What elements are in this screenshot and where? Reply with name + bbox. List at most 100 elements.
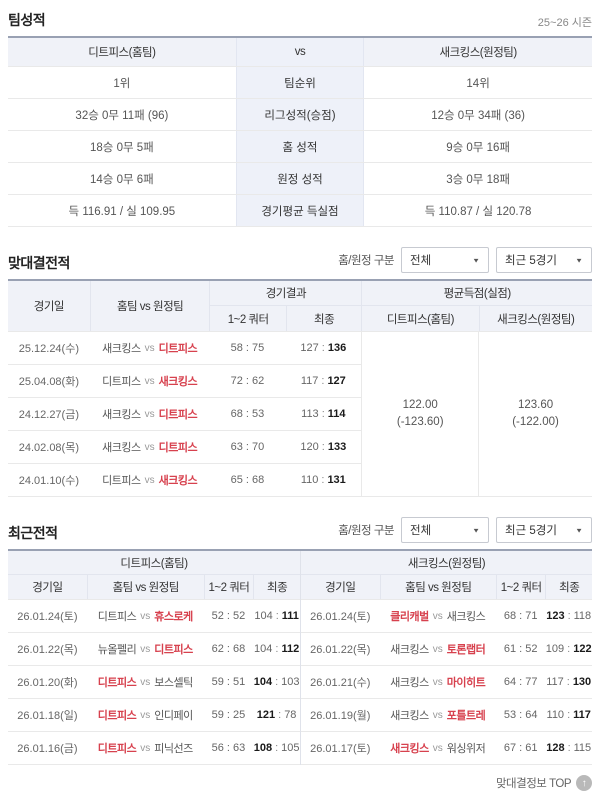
recent-away-row: 26.01.21(수) 새크킹스 vs 마이히트 64 : 77 117 : 1… [301, 666, 592, 699]
away-team-header: 새크킹스(원정팀) [364, 38, 592, 66]
h2h-range-select[interactable]: 최근 5경기 ▼ [496, 247, 592, 273]
score-colon: : [321, 408, 325, 420]
recent-range-select[interactable]: 최근 5경기 ▼ [496, 517, 592, 543]
final-away-score: 130 [572, 676, 592, 688]
q12-score: 59 : 51 [211, 676, 246, 688]
recent-home-row: 26.01.22(목) 뉴올펠리 vs 디트피스 62 : 68 104 : 1… [8, 633, 300, 666]
col-final-header: 최종 [285, 306, 362, 331]
h2h-row: 25.04.08(화) 디트피스 vs 새크킹스 72 : 62 117 : 1… [8, 365, 362, 398]
h2h-info-top-button[interactable]: 맞대결정보 TOP ↑ [496, 775, 592, 791]
vs-label: vs [144, 441, 155, 453]
home-team-header: 디트피스(홈팀) [8, 38, 236, 66]
game-date: 26.01.24(토) [310, 611, 371, 623]
home-team-name: 디트피스 [97, 611, 137, 623]
matchup: 새크킹스 vs 디트피스 [90, 398, 210, 430]
matchup: 뉴올펠리 vs 디트피스 [87, 633, 204, 665]
chevron-down-icon: ▼ [575, 256, 583, 264]
final-away-score: 122 [573, 643, 592, 655]
home-team-name: 새크킹스 [102, 442, 141, 454]
matchup: 디트피스 vs 인디페이 [87, 699, 204, 731]
game-date: 26.01.18(일) [17, 710, 78, 722]
away-team-name: 새크킹스 [158, 376, 198, 388]
final-away-score: 105 [281, 742, 300, 754]
vs-label: vs [140, 709, 151, 721]
avg-header: 평균득점(실점) [362, 281, 592, 306]
footer: 맞대결정보 TOP ↑ [8, 773, 592, 795]
q12-score: 72 : 62 [230, 375, 265, 387]
final-away-score: 117 [573, 709, 591, 721]
game-date: 26.01.21(수) [310, 677, 371, 689]
q12-score: 63 : 70 [230, 441, 265, 453]
home-stat-value: 1위 [113, 77, 131, 90]
home-team-name: 새크킹스 [102, 409, 141, 421]
h2h-table-body: 25.12.24(수) 새크킹스 vs 디트피스 58 : 75 127 : 1… [8, 332, 592, 497]
avg-home-value: 122.00 [402, 398, 438, 411]
home-team-name: 디트피스 [102, 475, 141, 487]
final-score: 121 : 78 [253, 699, 300, 731]
matchup: 디트피스 vs 새크킹스 [90, 365, 210, 397]
vs-label: vs [140, 742, 151, 754]
final-score: 113 : 114 [285, 398, 361, 430]
final-score: 104 : 103 [253, 666, 300, 698]
final-score: 110 : 117 [545, 699, 592, 731]
away-team-name: 새크킹스 [158, 475, 198, 487]
q12-score: 68 : 71 [503, 610, 538, 622]
q12-score: 62 : 68 [211, 643, 246, 655]
h2h-title: 맞대결전적 [8, 255, 70, 271]
matchup: 디트피스 vs 새크킹스 [90, 464, 210, 496]
col-final-header: 최종 [545, 575, 592, 599]
final-score: 109 : 122 [545, 633, 592, 665]
col-date-header: 경기일 [8, 281, 90, 331]
col-matchup-header: 홈팀 vs 원정팀 [379, 575, 496, 599]
h2h-scope-select[interactable]: 전체 ▼ [401, 247, 489, 273]
away-team-name: 토론랩터 [446, 644, 486, 656]
game-date: 26.01.16(금) [17, 743, 78, 755]
final-home-score: 120 [300, 441, 319, 453]
recent-home-row: 26.01.16(금) 디트피스 vs 피닉선즈 56 : 63 108 : 1… [8, 732, 300, 765]
col-date-header: 경기일 [8, 575, 87, 599]
vs-header: vs [235, 38, 365, 66]
away-stat-value: 3승 0무 18패 [446, 173, 510, 186]
recent-scope-select[interactable]: 전체 ▼ [401, 517, 489, 543]
vs-label: vs [432, 643, 443, 655]
final-home-score: 123 [546, 610, 565, 622]
final-score: 128 : 115 [545, 732, 592, 764]
home-stat-value: 득 116.91 / 실 109.95 [68, 205, 176, 218]
final-score: 120 : 133 [285, 431, 361, 463]
result-header: 경기결과 [210, 281, 362, 306]
final-score: 127 : 136 [285, 332, 361, 364]
final-score: 123 : 118 [545, 600, 592, 632]
recent-away-row: 26.01.24(토) 클리캐벌 vs 새크킹스 68 : 71 123 : 1… [301, 600, 592, 633]
score-colon: : [275, 742, 279, 754]
home-team-name: 디트피스 [97, 710, 137, 722]
stat-label: 홈 성적 [235, 131, 365, 162]
away-team-name: 디트피스 [158, 343, 198, 355]
team-stats-row: 1위 팀순위 14위 [8, 67, 592, 99]
home-team-name: 새크킹스 [390, 677, 429, 689]
col-matchup-header: 홈팀 vs 원정팀 [86, 575, 204, 599]
recent-away-row: 26.01.19(월) 새크킹스 vs 포틀트레 53 : 64 110 : 1… [301, 699, 592, 732]
away-team-name: 워싱위저 [446, 743, 486, 755]
recent-title: 최근전적 [8, 525, 58, 541]
final-score: 117 : 127 [285, 365, 361, 397]
team-stats-rows: 1위 팀순위 14위 32승 0무 11패 (96) 리그성적(승점) 12승 … [8, 67, 592, 227]
q12-score: 61 : 52 [503, 643, 538, 655]
home-team-name: 새크킹스 [390, 710, 429, 722]
score-colon: : [275, 643, 279, 655]
final-home-score: 121 [256, 709, 276, 721]
final-home-score: 109 [545, 643, 565, 655]
chevron-down-icon: ▼ [472, 526, 480, 534]
final-away-score: 127 [327, 375, 346, 387]
matchup: 디트피스 vs 보스셀틱 [87, 666, 204, 698]
final-home-score: 117 [300, 375, 319, 387]
vs-label: vs [144, 342, 155, 354]
q12-score: 53 : 64 [503, 709, 538, 721]
col-matchup-header: 홈팀 vs 원정팀 [89, 281, 210, 331]
away-stat-value: 12승 0무 34패 (36) [431, 109, 525, 122]
final-home-score: 127 [300, 342, 319, 354]
game-date: 24.02.08(목) [18, 442, 79, 454]
matchup: 새크킹스 vs 토론랩터 [380, 633, 496, 665]
h2h-header: 맞대결전적 홈/원정 구분 전체 ▼ 최근 5경기 ▼ [8, 247, 592, 273]
h2h-row: 24.12.27(금) 새크킹스 vs 디트피스 68 : 53 113 : 1… [8, 398, 362, 431]
game-date: 26.01.17(토) [310, 743, 371, 755]
